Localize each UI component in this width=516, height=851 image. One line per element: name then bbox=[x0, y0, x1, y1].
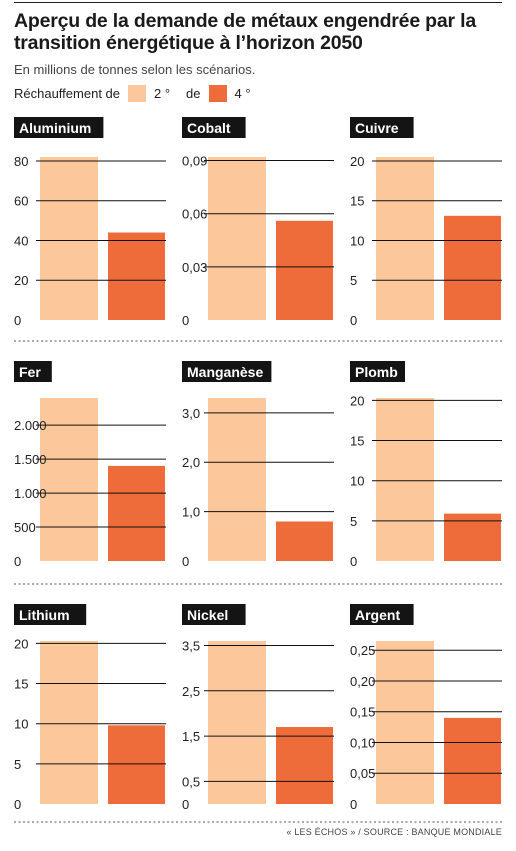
cobalt-ytick-label: 0,09 bbox=[182, 154, 207, 169]
argent-ytick-label: 0,25 bbox=[350, 643, 375, 658]
cuivre-ytick-label: 5 bbox=[350, 273, 357, 288]
lithium-bar-2deg bbox=[40, 641, 98, 804]
aluminium-ytick-label: 0 bbox=[14, 313, 21, 328]
cobalt-ytick-label: 0 bbox=[182, 313, 189, 328]
lithium-bar-4deg bbox=[108, 725, 165, 804]
legend-label-4deg: 4 ° bbox=[234, 85, 251, 101]
aluminium-ytick-label: 20 bbox=[14, 273, 28, 288]
manganese-bar-2deg bbox=[208, 398, 266, 561]
fer-ytick-label: 500 bbox=[14, 520, 36, 535]
argent-ytick-label: 0,20 bbox=[350, 674, 375, 689]
cobalt-ytick-label: 0,03 bbox=[182, 260, 207, 275]
cobalt-title-box bbox=[182, 117, 246, 138]
plomb-ytick-label: 5 bbox=[350, 514, 357, 529]
manganese-title: Manganèse bbox=[187, 364, 263, 380]
argent-bar-4deg bbox=[444, 717, 501, 804]
manganese-title-box bbox=[182, 361, 272, 382]
fer-bar-2deg bbox=[40, 398, 98, 561]
manganese-ytick-label: 2,0 bbox=[182, 455, 200, 470]
fer-ytick-label: 1.500 bbox=[14, 452, 47, 467]
nickel-title-box bbox=[182, 604, 246, 625]
cobalt-bar-4deg bbox=[276, 220, 333, 320]
legend-swatch-4deg bbox=[208, 84, 227, 102]
argent-ytick-label: 0,05 bbox=[350, 766, 375, 781]
fer-title: Fer bbox=[19, 364, 41, 380]
cuivre-title: Cuivre bbox=[355, 120, 399, 136]
nickel-ytick-label: 2,5 bbox=[182, 684, 200, 699]
plomb-ytick-label: 15 bbox=[350, 434, 364, 449]
fer-bar-4deg bbox=[108, 465, 165, 561]
legend-prefix: Réchauffement de bbox=[14, 85, 120, 101]
aluminium-bar-4deg bbox=[108, 232, 165, 320]
nickel-ytick-label: 3,5 bbox=[182, 639, 200, 654]
top-rule bbox=[14, 2, 502, 3]
argent-ytick-label: 0 bbox=[350, 797, 357, 812]
nickel-ytick-label: 0,5 bbox=[182, 774, 200, 789]
nickel-bar-4deg bbox=[276, 727, 333, 804]
nickel-ytick-label: 0 bbox=[182, 797, 189, 812]
chart-subtitle: En millions de tonnes selon les scénario… bbox=[14, 62, 256, 77]
cuivre-ytick-label: 15 bbox=[350, 194, 364, 209]
chart-title: Aperçu de la demande de métaux engendrée… bbox=[14, 10, 477, 54]
cuivre-ytick-label: 0 bbox=[350, 313, 357, 328]
cuivre-title-box bbox=[350, 117, 414, 138]
lithium-ytick-label: 20 bbox=[14, 636, 28, 651]
cobalt-ytick-label: 0,06 bbox=[182, 207, 207, 222]
legend-label-2deg: 2 ° bbox=[154, 85, 171, 101]
cobalt-title: Cobalt bbox=[187, 120, 231, 136]
aluminium-title: Aluminium bbox=[19, 120, 91, 136]
cobalt-bar-2deg bbox=[208, 157, 266, 320]
lithium-ytick-label: 0 bbox=[14, 797, 21, 812]
plomb-ytick-label: 10 bbox=[350, 474, 364, 489]
fer-ytick-label: 0 bbox=[14, 554, 21, 569]
legend-mid: de bbox=[186, 85, 201, 101]
argent-ytick-label: 0,10 bbox=[350, 735, 375, 750]
plomb-bar-4deg bbox=[444, 513, 501, 561]
fer-title-box bbox=[14, 361, 52, 382]
manganese-bar-4deg bbox=[276, 521, 333, 561]
legend: Réchauffement de 2 ° de 4 ° bbox=[14, 84, 267, 102]
argent-title-box bbox=[350, 604, 414, 625]
aluminium-ytick-label: 40 bbox=[14, 233, 28, 248]
cuivre-ytick-label: 10 bbox=[350, 233, 364, 248]
lithium-title: Lithium bbox=[19, 607, 70, 623]
argent-ytick-label: 0,15 bbox=[350, 705, 375, 720]
lithium-title-box bbox=[14, 604, 87, 625]
nickel-ytick-label: 1,5 bbox=[182, 729, 200, 744]
aluminium-ytick-label: 60 bbox=[14, 194, 28, 209]
fer-ytick-label: 2.000 bbox=[14, 418, 47, 433]
argent-bar-2deg bbox=[376, 641, 434, 804]
aluminium-bar-2deg bbox=[40, 157, 98, 320]
cuivre-ytick-label: 20 bbox=[350, 154, 364, 169]
lithium-ytick-label: 10 bbox=[14, 717, 28, 732]
cuivre-bar-4deg bbox=[444, 215, 501, 320]
plomb-ytick-label: 0 bbox=[350, 554, 357, 569]
nickel-bar-2deg bbox=[208, 641, 266, 804]
manganese-ytick-label: 0 bbox=[182, 554, 189, 569]
fer-ytick-label: 1.000 bbox=[14, 486, 47, 501]
plomb-ytick-label: 20 bbox=[350, 393, 364, 408]
aluminium-title-box bbox=[14, 117, 104, 138]
source-note: « LES ÉCHOS » / SOURCE : BANQUE MONDIALE bbox=[286, 827, 502, 837]
lithium-ytick-label: 5 bbox=[14, 757, 21, 772]
lithium-ytick-label: 15 bbox=[14, 677, 28, 692]
manganese-ytick-label: 1,0 bbox=[182, 505, 200, 520]
plomb-bar-2deg bbox=[376, 398, 434, 561]
manganese-ytick-label: 3,0 bbox=[182, 406, 200, 421]
plomb-title: Plomb bbox=[355, 364, 398, 380]
legend-swatch-2deg bbox=[128, 84, 146, 102]
cuivre-bar-2deg bbox=[376, 157, 434, 320]
plomb-title-box bbox=[350, 361, 405, 382]
argent-title: Argent bbox=[355, 607, 400, 623]
nickel-title: Nickel bbox=[187, 607, 228, 623]
aluminium-ytick-label: 80 bbox=[14, 154, 28, 169]
